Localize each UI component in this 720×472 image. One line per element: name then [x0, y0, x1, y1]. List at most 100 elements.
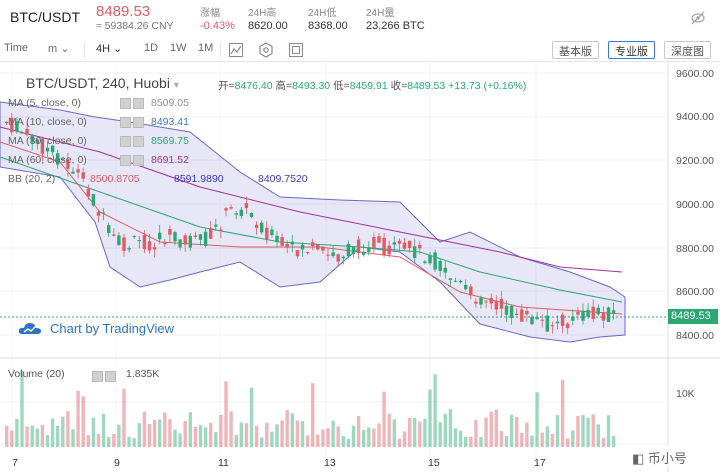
close-icon[interactable]: [133, 155, 144, 166]
volume-bar: [346, 438, 351, 447]
close-icon[interactable]: [133, 117, 144, 128]
volume-bar: [168, 419, 172, 447]
volume-bar: [107, 437, 111, 447]
candle-body: [560, 314, 565, 326]
candle-body: [489, 298, 493, 304]
indicator-ma10[interactable]: MA (10, close, 0) 8493.41: [8, 116, 189, 128]
candle-body: [571, 316, 575, 321]
close-icon[interactable]: [133, 98, 144, 109]
volume-bar: [198, 425, 203, 447]
settings-icon[interactable]: [120, 117, 131, 128]
ohlc-close: 8489.53: [407, 80, 446, 92]
settings-icon[interactable]: [120, 98, 131, 109]
volume-controls[interactable]: [92, 369, 120, 382]
interval-select-value: 4H: [96, 43, 111, 55]
interval-1m[interactable]: 1M: [198, 42, 214, 54]
volume-bar: [285, 410, 289, 447]
pair-name: BTC/USDT: [10, 9, 80, 25]
volume-bar: [566, 438, 570, 447]
date-label: 15: [428, 457, 440, 469]
candle-body: [316, 244, 320, 250]
indicator-controls[interactable]: [120, 155, 148, 166]
interval-1w[interactable]: 1W: [170, 42, 187, 54]
candle-body: [260, 222, 264, 233]
volume-bar: [321, 429, 325, 447]
ohlc-close-label: 收=: [390, 80, 408, 92]
hide-eye-icon[interactable]: [690, 10, 706, 26]
volume-bar: [392, 419, 396, 447]
indicator-bb[interactable]: BB (20, 2): [8, 173, 55, 185]
candle-body: [362, 251, 366, 255]
settings-icon[interactable]: [120, 136, 131, 147]
candle-body: [346, 243, 351, 257]
ohlc-open-label: 开=: [218, 80, 235, 92]
interval-1d[interactable]: 1D: [144, 42, 159, 54]
volume-bar: [331, 420, 335, 447]
tradingview-watermark[interactable]: Chart by TradingView: [18, 320, 174, 336]
candle-body: [163, 243, 167, 245]
settings-icon[interactable]: [92, 371, 103, 382]
view-depth-button[interactable]: 深度图: [664, 41, 711, 59]
volume-bar: [407, 417, 412, 447]
minute-select[interactable]: m ⌄: [48, 42, 69, 55]
fullscreen-icon[interactable]: [288, 42, 304, 58]
candle-body: [10, 117, 14, 133]
candlestick-chart[interactable]: [0, 62, 720, 472]
view-basic-button[interactable]: 基本版: [552, 41, 599, 59]
volume-bar: [265, 422, 269, 447]
close-icon[interactable]: [133, 136, 144, 147]
candle-body: [433, 252, 437, 270]
candle-body: [356, 239, 361, 254]
candle-body: [428, 255, 432, 264]
volume-bar: [402, 431, 407, 447]
candle-body: [244, 203, 249, 208]
indicator-ma60[interactable]: MA (60, close, 0) 8691.52: [8, 154, 189, 166]
volume-bar: [188, 412, 192, 447]
volume-bar: [540, 432, 544, 447]
candle-body: [331, 252, 335, 257]
volume-bar: [280, 420, 284, 447]
volume-value: 1.835K: [126, 368, 160, 380]
candle-body: [601, 312, 606, 321]
candle-body: [50, 145, 55, 153]
candle-body: [122, 237, 126, 251]
volume-bar: [591, 414, 595, 447]
interval-select[interactable]: 4H ⌄: [96, 42, 122, 55]
close-icon[interactable]: [105, 371, 116, 382]
date-label: 17: [534, 457, 546, 469]
chevron-down-icon[interactable]: ▾: [173, 80, 179, 91]
chart-type-icon[interactable]: [228, 42, 244, 58]
candle-body: [377, 236, 381, 243]
candle-body: [382, 238, 386, 256]
volume-bar: [249, 387, 254, 447]
volume-bar: [147, 424, 152, 447]
candle-body: [443, 267, 447, 273]
indicator-controls[interactable]: [120, 117, 148, 128]
price-axis-label: 9400.00: [676, 111, 714, 123]
indicator-controls[interactable]: [120, 136, 148, 147]
volume-axis-label: 10K: [676, 388, 695, 400]
volume-bar: [239, 422, 243, 447]
ohlc-high: 8493.30: [292, 80, 331, 92]
candle-body: [219, 229, 223, 231]
last-price: 8489.53: [96, 3, 151, 20]
bb-basis-value: 8500.8705: [90, 173, 140, 185]
settings-icon[interactable]: [120, 155, 131, 166]
candle-body: [15, 121, 19, 132]
candle-body: [86, 189, 90, 197]
indicator-ma30[interactable]: MA (30, close, 0) 8569.75: [8, 135, 189, 147]
indicator-value: 8691.52: [151, 154, 189, 166]
volume-bar: [132, 438, 136, 447]
candle-body: [280, 237, 284, 246]
indicator-name: BB (20, 2): [8, 173, 56, 185]
indicator-controls[interactable]: [120, 98, 148, 109]
volume-bar: [377, 423, 381, 447]
candle-body: [96, 211, 101, 216]
volume-bar: [520, 432, 524, 447]
volume-bar: [270, 431, 274, 447]
view-pro-button[interactable]: 专业版: [608, 41, 655, 59]
settings-gear-icon[interactable]: [258, 42, 274, 58]
candle-body: [91, 194, 96, 206]
indicator-ma5[interactable]: MA (5, close, 0) 8509.05: [8, 97, 189, 109]
candle-body: [168, 229, 172, 235]
